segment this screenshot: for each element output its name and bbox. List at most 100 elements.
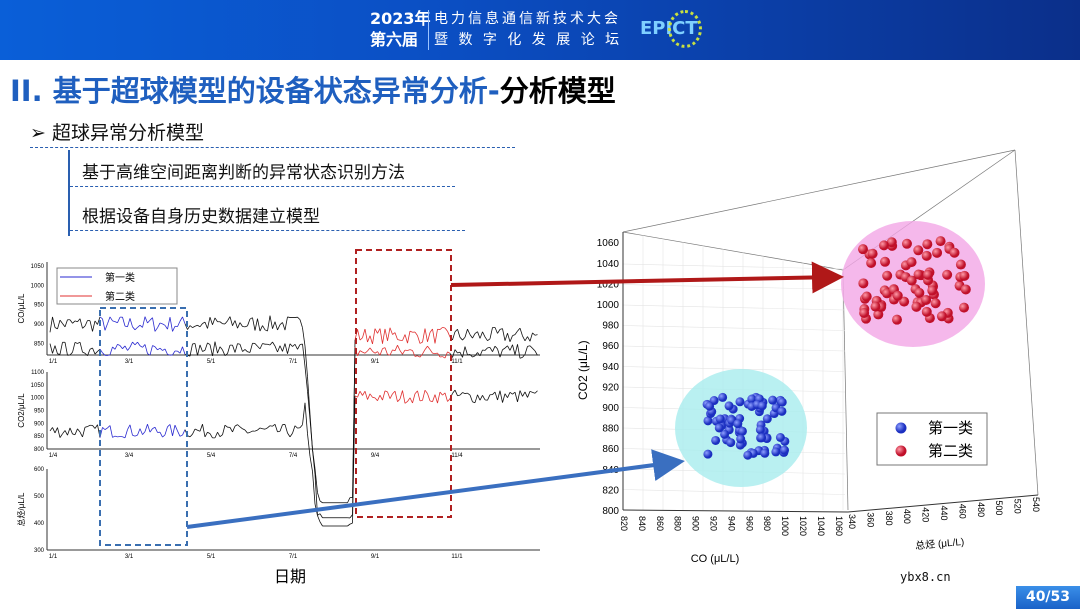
y-tick-label: 950: [34, 303, 45, 309]
x-tick-label: 3/1: [125, 359, 134, 365]
x-tick-label: 11/1: [451, 554, 463, 560]
series-segment: [142, 316, 146, 328]
series-segment: [134, 327, 138, 331]
class1-highlight-box: [99, 307, 188, 546]
series-segment: [162, 348, 166, 351]
series-segment: [504, 393, 508, 398]
series-segment: [374, 328, 378, 334]
series-segment: [59, 433, 63, 438]
series-segment: [514, 392, 518, 402]
series-segment: [89, 347, 93, 350]
class2-point: [921, 250, 932, 261]
series-segment: [62, 323, 66, 328]
series-segment: [479, 395, 483, 401]
series-segment: [442, 326, 446, 329]
series-segment: [222, 425, 226, 435]
series-segment: [152, 426, 156, 429]
series-segment: [127, 346, 131, 351]
x-tick-label: 880: [673, 516, 683, 531]
series-segment: [242, 428, 246, 431]
series-segment: [309, 419, 313, 450]
series-segment: [447, 331, 451, 338]
series-segment: [529, 345, 533, 349]
series-segment: [279, 345, 283, 352]
series-segment: [154, 346, 158, 351]
series-segment: [432, 352, 436, 355]
box-edge: [622, 149, 1016, 233]
series-segment: [154, 427, 158, 433]
series-segment: [52, 427, 56, 434]
series-segment: [59, 319, 63, 324]
series-segment: [497, 329, 501, 334]
series-segment: [347, 523, 351, 527]
series-segment: [354, 395, 358, 398]
series-segment: [477, 352, 481, 357]
series-segment: [467, 392, 471, 396]
series-segment: [57, 320, 61, 329]
series-segment: [267, 343, 271, 346]
series-segment: [134, 434, 138, 437]
class1-arrow: [186, 449, 685, 529]
series-segment: [522, 354, 526, 358]
series-segment: [237, 343, 241, 345]
series-segment: [439, 391, 443, 396]
x-tick-label: 3/1: [125, 554, 134, 560]
series-segment: [232, 345, 236, 353]
series-segment: [302, 402, 306, 425]
series-segment: [502, 393, 506, 403]
x-axis-label: 日期: [274, 568, 306, 586]
class1-point: [714, 423, 724, 433]
series-segment: [57, 427, 61, 438]
series-segment: [124, 345, 128, 351]
class1-point: [736, 434, 746, 444]
series-segment: [479, 331, 483, 339]
series-segment: [74, 342, 78, 344]
series-segment: [362, 328, 366, 338]
class2-point: [959, 302, 970, 313]
series-segment: [52, 345, 56, 354]
x-tick-label: 1040: [816, 516, 826, 536]
series-segment: [412, 393, 416, 404]
series-segment: [359, 391, 363, 396]
series-segment: [92, 320, 96, 332]
arrow-bullet-icon: ➢: [30, 122, 52, 144]
class2-point: [861, 291, 872, 302]
series-segment: [209, 433, 213, 439]
series-segment: [217, 346, 221, 354]
series-segment: [242, 349, 246, 352]
series-segment: [399, 390, 403, 400]
series-segment: [129, 341, 133, 348]
series-segment: [514, 344, 518, 355]
series-segment: [399, 350, 403, 355]
series-segment: [452, 331, 456, 340]
series-segment: [407, 397, 411, 402]
series-segment: [459, 351, 463, 358]
z-tick-label: 420: [921, 507, 931, 522]
class2-point: [913, 269, 924, 280]
series-segment: [377, 328, 381, 334]
legend-class2: 第二类: [928, 442, 973, 460]
series-segment: [434, 394, 438, 404]
series-segment: [212, 317, 216, 325]
series-segment: [49, 343, 53, 354]
series-segment: [179, 346, 183, 354]
class1-point: [703, 416, 713, 426]
series-segment: [367, 335, 371, 343]
series-segment: [244, 429, 248, 434]
class1-point: [768, 395, 778, 405]
header-divider: [428, 10, 429, 50]
series-segment: [309, 456, 313, 472]
series-segment: [239, 344, 243, 352]
series-segment: [194, 343, 198, 356]
series-segment: [404, 334, 408, 344]
series-segment: [119, 345, 123, 349]
series-segment: [247, 351, 251, 353]
series-segment: [104, 427, 108, 430]
series-segment: [99, 348, 103, 354]
series-segment: [282, 343, 286, 352]
class2-point: [936, 311, 947, 322]
series-segment: [279, 322, 283, 326]
series-segment: [297, 344, 301, 350]
class1-point: [718, 392, 728, 402]
series-segment: [247, 431, 251, 434]
